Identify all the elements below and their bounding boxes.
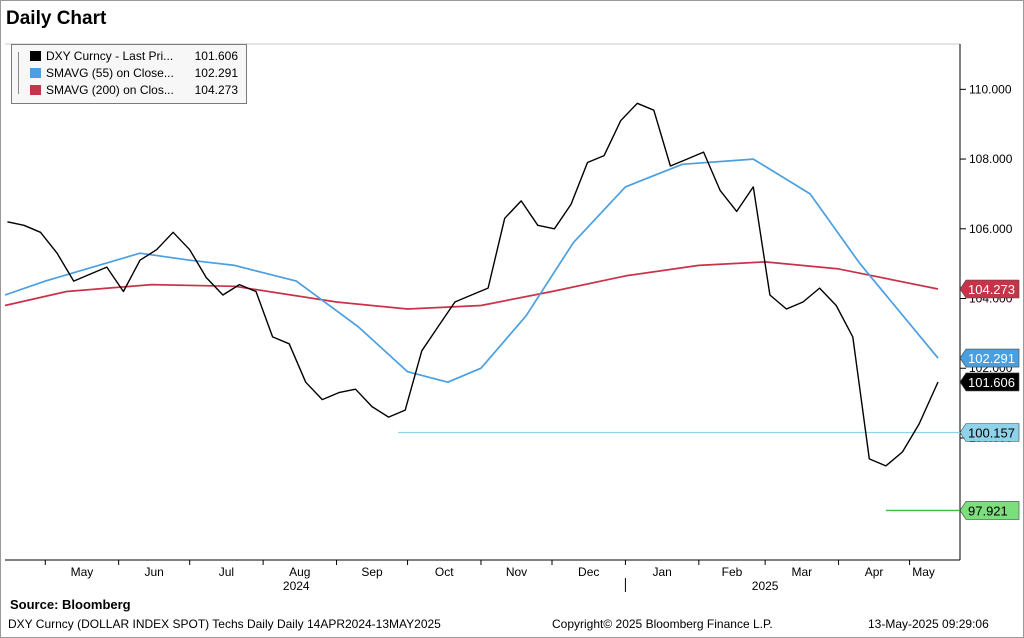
support-tag-label: 100.157: [968, 425, 1015, 440]
sma55-tag-label: 102.291: [968, 351, 1015, 366]
legend-box: DXY Curncy - Last Pri... 101.606 SMAVG (…: [11, 44, 247, 104]
y-tick-label-1: 108.000: [969, 152, 1013, 166]
price-line: [7, 102, 939, 467]
x-tick-label-7: Dec: [578, 565, 599, 579]
x-tick-label-5: Oct: [435, 565, 454, 579]
legend-swatch-sma200: [30, 85, 41, 95]
x-tick-label-3: Aug: [289, 565, 310, 579]
price-tags: 104.273 102.291 101.606 100.157 97.921: [959, 279, 1020, 520]
x-tick-label-2: Jul: [219, 565, 234, 579]
x-tick-label-10: Mar: [792, 565, 813, 579]
x-axis-ticks: May Jun Jul Aug Sep Oct Nov Dec Jan Feb Mar Apr May 2…: [44, 560, 935, 593]
legend-item-price: DXY Curncy - Last Pri... 101.606: [18, 48, 242, 64]
x-tick-label-0: May: [71, 565, 94, 579]
footer-timestamp: 13-May-2025 09:29:06: [868, 617, 989, 631]
chart-title: Daily Chart: [6, 8, 107, 29]
legend-name-sma200: SMAVG (200) on Clos...: [46, 83, 174, 97]
legend-item-sma55: SMAVG (55) on Close... 102.291: [18, 65, 242, 81]
legend-swatch-sma55: [30, 68, 41, 78]
year-label-1: 2025: [752, 579, 779, 593]
legend-item-sma200: SMAVG (200) on Clos... 104.273: [18, 82, 242, 98]
low-tag-label: 97.921: [968, 503, 1008, 518]
legend-tree-line: [18, 52, 25, 94]
legend-value-sma200: 104.273: [194, 83, 238, 97]
x-tick-label-1: Jun: [145, 565, 164, 579]
sma200-tag-label: 104.273: [968, 282, 1015, 297]
legend-name-sma55: SMAVG (55) on Close...: [46, 66, 174, 80]
sma55-line: [4, 158, 939, 384]
series-lines: [4, 102, 939, 467]
x-tick-label-11: Apr: [865, 565, 884, 579]
legend-swatch-price: [30, 51, 41, 61]
sma200-line: [4, 261, 939, 310]
sma55-tag-box: [959, 348, 1020, 368]
legend-name-price: DXY Curncy - Last Pri...: [46, 49, 174, 63]
price-tag-label: 101.606: [968, 375, 1015, 390]
x-tick-label-12: May: [912, 565, 935, 579]
sma200-tag-box: [959, 279, 1020, 299]
x-tick-label-4: Sep: [361, 565, 383, 579]
legend-value-sma55: 102.291: [194, 66, 238, 80]
source-label: Source: Bloomberg: [10, 597, 131, 612]
x-tick-label-6: Nov: [506, 565, 527, 579]
year-label-0: 2024: [283, 579, 310, 593]
x-tick-label-9: Feb: [722, 565, 743, 579]
price-tag-box: [959, 372, 1020, 392]
y-tick-label-0: 110.000: [969, 82, 1012, 96]
footer-description: DXY Curncy (DOLLAR INDEX SPOT) Techs Dai…: [8, 617, 441, 631]
level-lines: [398, 431, 960, 512]
y-tick-label-2: 106.000: [969, 222, 1013, 236]
legend-value-price: 101.606: [194, 49, 238, 63]
low-tag-box: [959, 501, 1020, 520]
support-tag-box: [959, 423, 1020, 442]
x-tick-label-8: Jan: [652, 565, 671, 579]
footer-copyright: Copyright© 2025 Bloomberg Finance L.P.: [552, 617, 773, 631]
